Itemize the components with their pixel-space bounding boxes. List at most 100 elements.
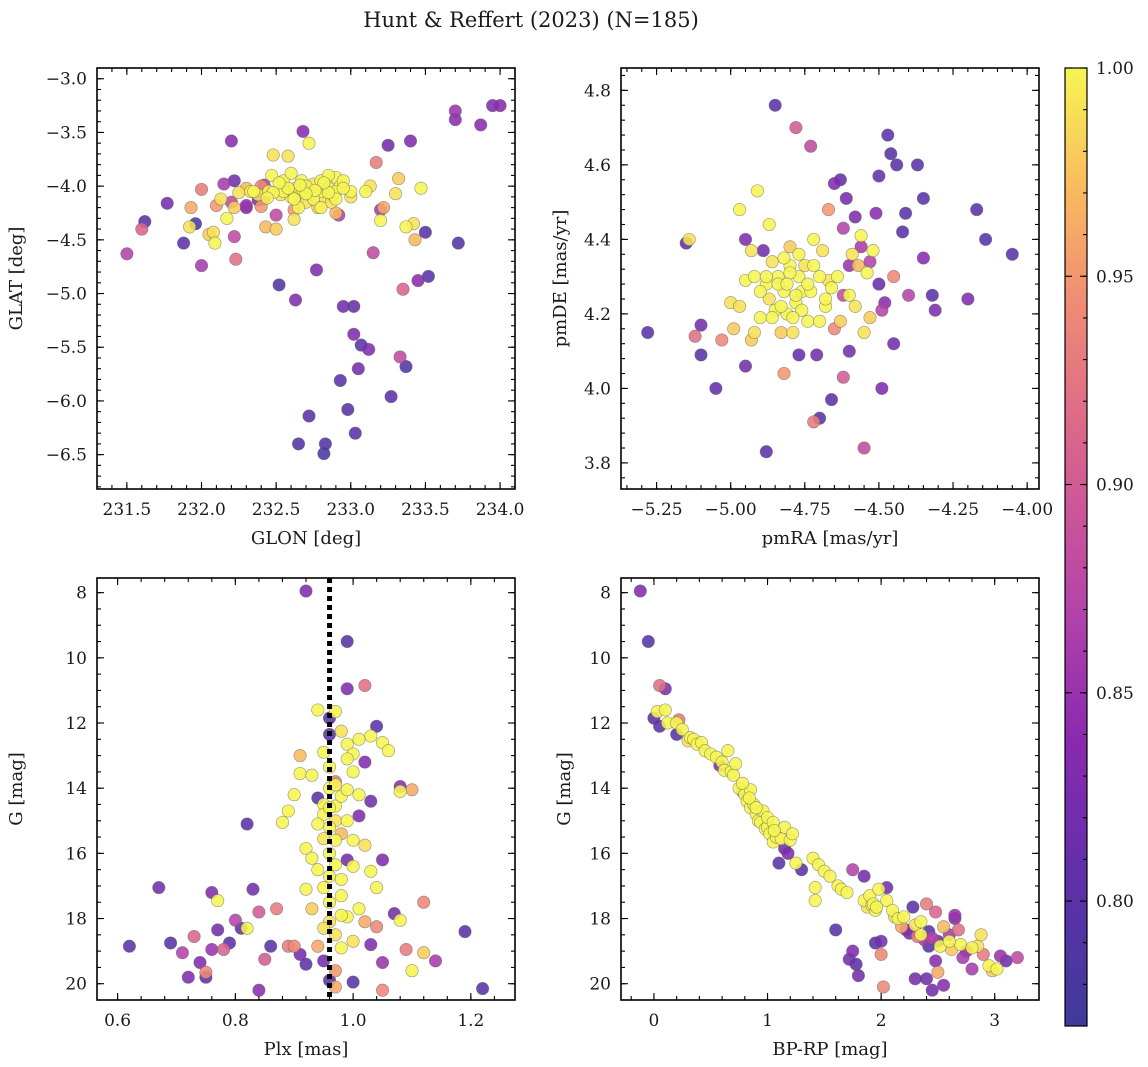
data-point <box>381 744 395 758</box>
x-tick-label: 232.0 <box>177 500 226 520</box>
data-point <box>266 148 280 162</box>
data-point <box>358 838 372 852</box>
data-point <box>377 201 391 215</box>
data-point <box>340 737 354 751</box>
data-point <box>965 962 979 976</box>
colorbar-tick-label: 0.85 <box>1096 684 1134 704</box>
data-point <box>738 232 753 246</box>
data-point <box>302 409 316 423</box>
data-point <box>287 192 301 206</box>
data-point <box>318 437 332 451</box>
data-point <box>358 755 372 769</box>
data-point <box>288 293 303 307</box>
data-point <box>694 348 708 362</box>
data-point <box>709 381 723 395</box>
colorbar-gradient <box>1064 67 1088 1027</box>
data-point <box>211 923 225 937</box>
y-tick-label: 4.2 <box>584 305 611 325</box>
data-point <box>908 972 922 986</box>
points-group <box>122 584 490 997</box>
data-point <box>346 975 360 989</box>
y-tick-label: −6.0 <box>46 392 87 412</box>
data-point <box>807 415 821 429</box>
data-point <box>287 212 301 226</box>
data-point <box>929 905 943 919</box>
data-point <box>896 225 910 239</box>
x-tick-label: 1.2 <box>457 1011 484 1031</box>
data-point <box>786 311 800 325</box>
data-point <box>341 402 355 417</box>
data-point <box>942 934 956 948</box>
y-tick-label: 10 <box>65 649 87 669</box>
data-point <box>872 882 886 896</box>
colorbar-tick-label: 0.95 <box>1096 267 1134 287</box>
x-axis-label: Plx [mas] <box>264 1039 349 1060</box>
data-point <box>821 203 836 217</box>
data-point <box>765 255 779 269</box>
data-point <box>340 634 354 649</box>
data-point <box>384 390 398 404</box>
data-point <box>340 783 354 797</box>
data-point <box>194 259 209 273</box>
data-point <box>875 381 889 395</box>
colorbar-tick-label: 1.00 <box>1096 59 1134 79</box>
x-tick-label: 232.5 <box>252 500 301 520</box>
data-point <box>340 752 354 766</box>
data-point <box>334 872 348 886</box>
data-point <box>842 288 856 302</box>
data-point <box>177 236 191 250</box>
data-point <box>970 203 984 217</box>
data-point <box>160 196 174 210</box>
proper-motion-panel: −5.25 −5.00 −4.75 −4.50 −4.25 −4.00 3.8 4.0 4.2 4… <box>550 67 1053 549</box>
data-point <box>370 881 384 895</box>
data-point <box>414 181 428 195</box>
data-point <box>863 311 877 325</box>
x-tick-label: −5.00 <box>705 500 757 520</box>
data-point <box>381 138 395 152</box>
data-point <box>830 270 844 284</box>
data-point <box>311 817 325 831</box>
data-point <box>403 134 418 148</box>
data-point <box>260 191 274 205</box>
data-point <box>348 426 362 440</box>
y-axis-label: pmDE [mas/yr] <box>550 210 571 348</box>
data-point <box>206 225 220 239</box>
data-point <box>990 962 1004 976</box>
data-point <box>808 894 822 908</box>
data-point <box>801 314 815 328</box>
data-point <box>880 894 894 908</box>
data-point <box>929 954 943 968</box>
points-group <box>120 99 507 461</box>
data-point <box>417 895 431 909</box>
data-point <box>311 703 325 717</box>
data-point <box>362 342 376 356</box>
data-point <box>358 678 372 693</box>
colorbar: 0.80 0.85 0.90 0.95 1.00 <box>1064 59 1134 1027</box>
data-point <box>120 247 134 261</box>
data-point <box>937 920 951 934</box>
x-tick-label: 0.8 <box>222 1011 249 1031</box>
data-point <box>762 217 776 232</box>
data-point <box>694 318 708 332</box>
data-point <box>808 881 822 895</box>
data-point <box>839 191 853 205</box>
data-point <box>193 955 207 970</box>
x-tick-label: 234.0 <box>476 500 525 520</box>
data-point <box>239 198 253 213</box>
data-point <box>370 719 384 733</box>
data-point <box>772 856 786 870</box>
data-point <box>299 584 313 598</box>
x-tick-label: 2 <box>876 1011 887 1031</box>
y-tick-label: −3.5 <box>46 123 87 143</box>
data-point <box>252 905 266 919</box>
data-point <box>759 445 773 459</box>
data-point <box>974 928 988 942</box>
data-point <box>199 965 213 979</box>
data-point <box>351 362 365 376</box>
data-point <box>928 303 942 317</box>
data-point <box>187 929 201 944</box>
data-point <box>164 936 178 950</box>
x-axis-label: GLON [deg] <box>251 528 361 549</box>
data-point <box>366 246 380 260</box>
x-tick-label: 1 <box>762 1011 773 1031</box>
